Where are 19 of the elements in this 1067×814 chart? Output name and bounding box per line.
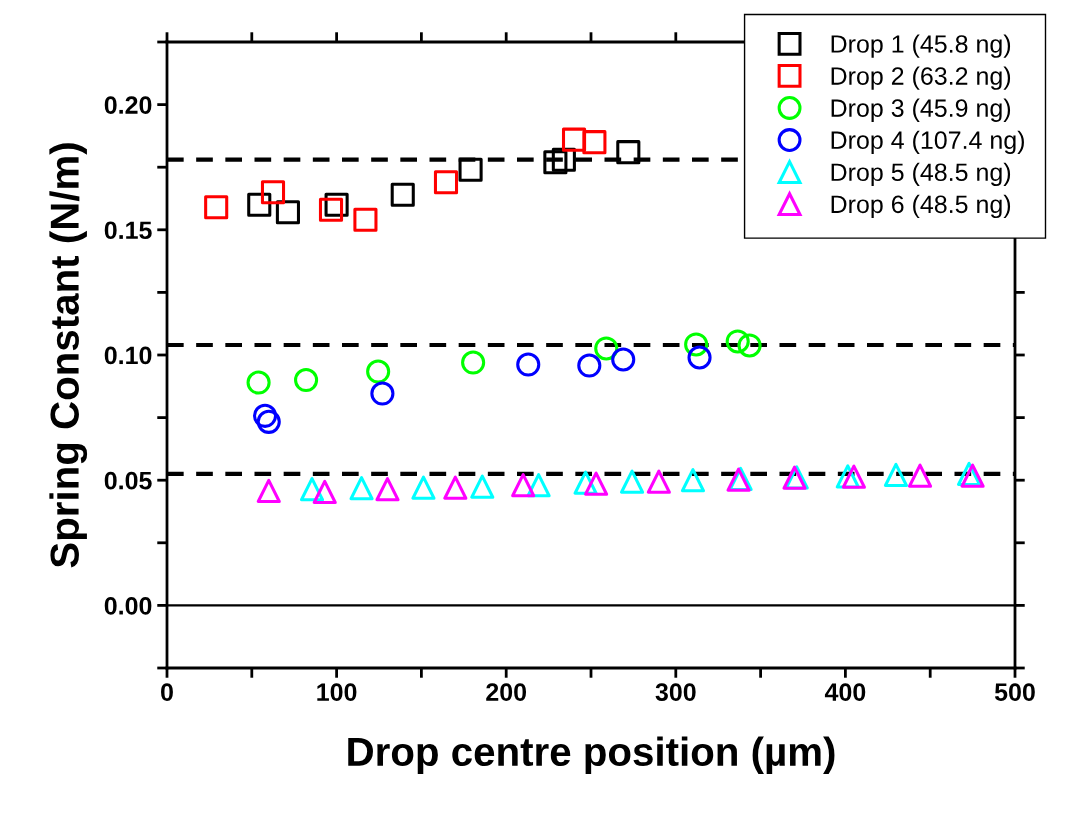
x-axis-title: Drop centre position (µm) [348,736,835,775]
legend-label: Drop 3 (45.9 ng) [831,98,1011,122]
legend-label: Drop 1 (45.8 ng) [831,34,1011,58]
x-tick-label: 0 [161,683,173,701]
legend-label: Drop 5 (48.5 ng) [831,162,1011,187]
y-axis-title: Spring Constant (N/m) [49,143,88,568]
x-tick-label: 500 [994,683,1035,701]
x-tick-label: 400 [824,683,866,701]
y-tick-label: 0.10 [104,346,152,365]
y-tick-label: 0.05 [104,471,152,490]
x-tick-label: 300 [655,683,696,701]
x-tick-label: 200 [486,683,527,701]
legend-label: Drop 2 (63.2 ng) [831,66,1011,90]
legend-label: Drop 6 (48.5 ng) [831,194,1011,219]
y-tick-label: 0.20 [104,96,152,114]
x-tick-label: 100 [317,683,357,701]
y-tick-label: 0.15 [104,221,152,240]
legend-label: Drop 4 (107.4 ng) [831,130,1024,154]
y-tick-label: 0.00 [104,597,152,615]
